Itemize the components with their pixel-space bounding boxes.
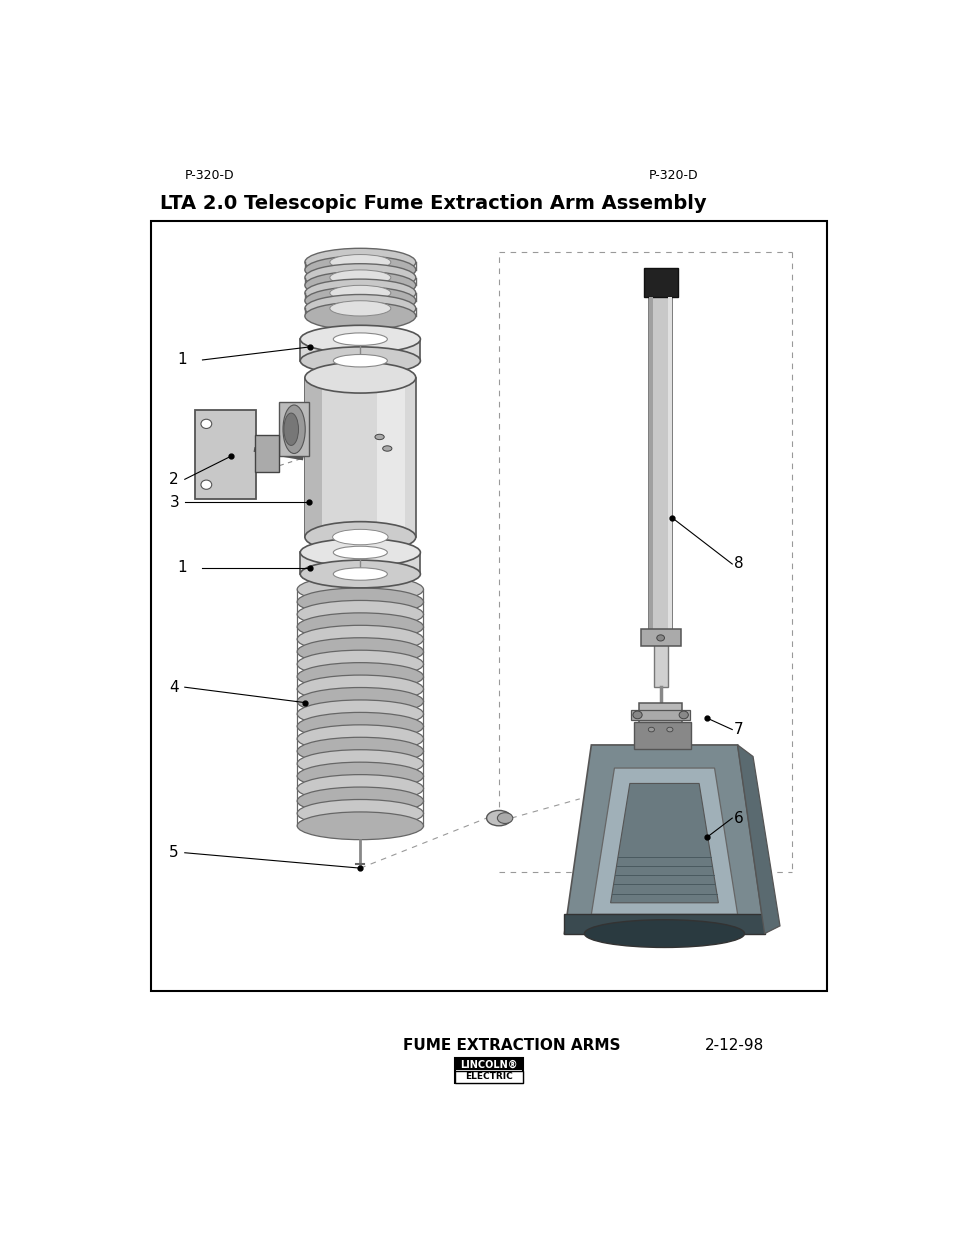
Text: P-320-D: P-320-D xyxy=(648,169,698,182)
Ellipse shape xyxy=(305,362,416,393)
Ellipse shape xyxy=(297,650,423,678)
Ellipse shape xyxy=(333,546,387,558)
Polygon shape xyxy=(564,745,763,934)
Text: 8: 8 xyxy=(733,557,742,572)
Ellipse shape xyxy=(486,810,511,826)
Text: 1: 1 xyxy=(177,561,187,576)
Bar xyxy=(648,296,672,634)
Bar xyxy=(194,410,256,499)
Ellipse shape xyxy=(333,568,387,580)
Ellipse shape xyxy=(284,412,298,446)
Ellipse shape xyxy=(305,256,416,284)
Text: 4: 4 xyxy=(170,679,179,695)
Ellipse shape xyxy=(297,637,423,666)
Ellipse shape xyxy=(283,405,305,453)
Ellipse shape xyxy=(300,347,420,374)
Bar xyxy=(640,630,679,646)
Text: 5: 5 xyxy=(170,845,179,861)
Bar xyxy=(305,378,416,537)
Bar xyxy=(305,378,321,537)
Bar xyxy=(455,1071,522,1083)
Ellipse shape xyxy=(297,762,423,790)
Ellipse shape xyxy=(497,813,513,824)
Ellipse shape xyxy=(297,787,423,815)
Ellipse shape xyxy=(201,419,212,429)
Text: FUME EXTRACTION ARMS: FUME EXTRACTION ARMS xyxy=(402,1037,619,1052)
Ellipse shape xyxy=(300,561,420,588)
Ellipse shape xyxy=(333,333,387,346)
Bar xyxy=(279,403,309,456)
Text: 2-12-98: 2-12-98 xyxy=(704,1037,763,1052)
Ellipse shape xyxy=(297,588,423,616)
Ellipse shape xyxy=(297,625,423,653)
Ellipse shape xyxy=(201,480,212,489)
Ellipse shape xyxy=(297,737,423,764)
Ellipse shape xyxy=(297,811,423,840)
Ellipse shape xyxy=(305,264,416,291)
Ellipse shape xyxy=(666,727,672,732)
Ellipse shape xyxy=(297,713,423,740)
Bar xyxy=(653,634,667,687)
Bar xyxy=(300,340,420,361)
Bar xyxy=(254,435,279,472)
Polygon shape xyxy=(564,914,763,934)
Text: LINCOLN®: LINCOLN® xyxy=(459,1060,517,1070)
Bar xyxy=(151,221,826,992)
Bar xyxy=(300,552,420,574)
Bar xyxy=(455,1058,522,1083)
Polygon shape xyxy=(737,745,780,934)
Text: LTA 2.0 Telescopic Fume Extraction Arm Assembly: LTA 2.0 Telescopic Fume Extraction Arm A… xyxy=(160,194,706,214)
Bar xyxy=(631,710,689,720)
Ellipse shape xyxy=(333,354,387,367)
Ellipse shape xyxy=(330,270,391,285)
Ellipse shape xyxy=(297,600,423,629)
Ellipse shape xyxy=(297,774,423,803)
Text: P-320-D: P-320-D xyxy=(185,169,234,182)
Ellipse shape xyxy=(305,287,416,315)
Ellipse shape xyxy=(300,538,420,567)
Ellipse shape xyxy=(679,711,688,719)
Ellipse shape xyxy=(297,750,423,778)
Ellipse shape xyxy=(305,279,416,306)
Bar xyxy=(376,378,404,537)
Text: 3: 3 xyxy=(170,495,179,510)
Ellipse shape xyxy=(330,301,391,316)
Polygon shape xyxy=(610,783,718,903)
Ellipse shape xyxy=(297,725,423,752)
Ellipse shape xyxy=(297,700,423,727)
Ellipse shape xyxy=(297,613,423,641)
Ellipse shape xyxy=(648,727,654,732)
Ellipse shape xyxy=(656,635,664,641)
Ellipse shape xyxy=(584,920,743,947)
Text: 7: 7 xyxy=(733,722,742,737)
Ellipse shape xyxy=(305,272,416,299)
Bar xyxy=(643,268,677,296)
Ellipse shape xyxy=(297,688,423,715)
Bar xyxy=(648,296,652,634)
Ellipse shape xyxy=(305,248,416,275)
Ellipse shape xyxy=(330,285,391,300)
Ellipse shape xyxy=(300,325,420,353)
Ellipse shape xyxy=(330,254,391,269)
Text: 1: 1 xyxy=(177,352,187,368)
Ellipse shape xyxy=(297,576,423,603)
Bar xyxy=(667,296,672,634)
Ellipse shape xyxy=(305,521,416,552)
Text: 2: 2 xyxy=(170,472,179,487)
Ellipse shape xyxy=(375,435,384,440)
Text: ELECTRIC: ELECTRIC xyxy=(464,1072,513,1082)
Ellipse shape xyxy=(297,663,423,690)
Ellipse shape xyxy=(333,530,388,545)
Bar xyxy=(639,703,681,737)
Bar xyxy=(633,721,691,748)
Ellipse shape xyxy=(297,676,423,703)
Polygon shape xyxy=(591,768,737,914)
Text: 6: 6 xyxy=(733,810,742,826)
Ellipse shape xyxy=(305,294,416,322)
Bar xyxy=(455,1058,522,1070)
Ellipse shape xyxy=(632,711,641,719)
Ellipse shape xyxy=(305,303,416,330)
Ellipse shape xyxy=(297,799,423,827)
Ellipse shape xyxy=(382,446,392,451)
